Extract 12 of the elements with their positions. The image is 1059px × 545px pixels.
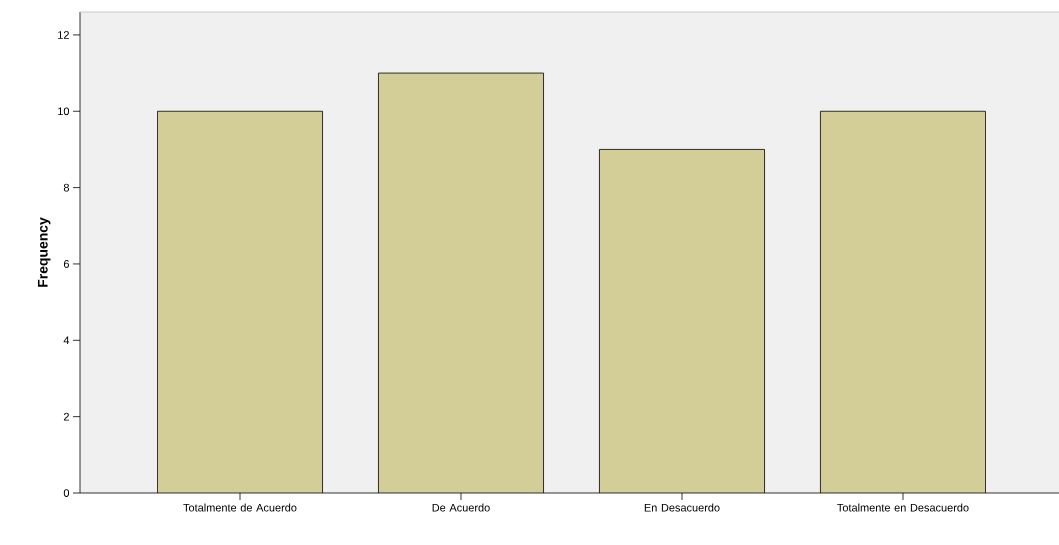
x-tick-label: Totalmente de Acuerdo: [183, 503, 297, 512]
y-tick-label: 10: [58, 107, 70, 116]
y-tick-label: 12: [58, 31, 69, 39]
y-tick-label: 0: [63, 489, 70, 497]
y-tick-label: 6: [63, 260, 69, 268]
x-tick-label: Totalmente en Desacuerdo: [837, 503, 969, 512]
x-tick-label: En Desacuerdo: [644, 503, 720, 512]
x-tick-label: De Acuerdo: [432, 503, 490, 512]
y-tick-label: 2: [63, 412, 69, 421]
y-axis-title: Frequency: [37, 217, 51, 287]
y-tick-label: 4: [63, 336, 70, 345]
y-tick-label: 8: [63, 183, 69, 192]
